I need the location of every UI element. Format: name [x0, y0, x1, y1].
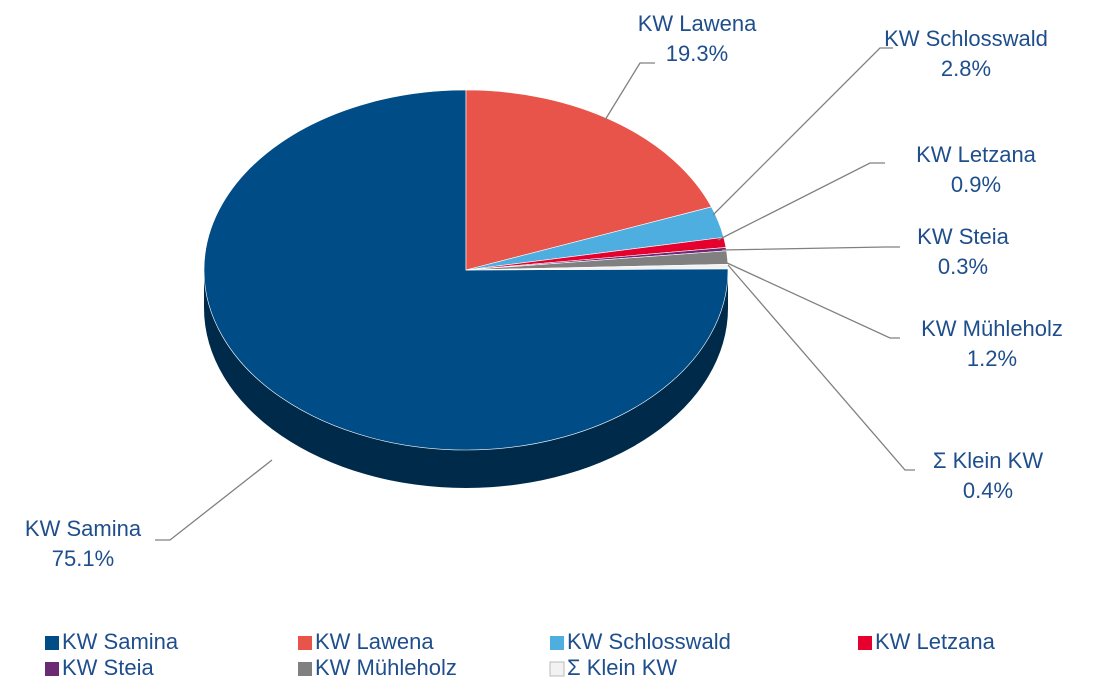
leader-line — [724, 261, 900, 339]
legend-swatch — [45, 662, 59, 676]
data-label-name: KW Lawena — [638, 11, 757, 36]
leader-line — [721, 246, 900, 251]
legend-label: KW Lawena — [315, 629, 434, 654]
legend-swatch — [858, 636, 872, 650]
data-label: 19.3% — [666, 41, 728, 66]
data-label: 0.4% — [963, 478, 1013, 503]
legend-label: KW Samina — [62, 629, 179, 654]
leader-line — [604, 62, 655, 121]
data-label-name: KW Samina — [25, 516, 142, 541]
data-label: 2.8% — [941, 56, 991, 81]
data-label: 0.9% — [951, 172, 1001, 197]
leader-line — [155, 459, 273, 541]
legend-label: KW Letzana — [875, 629, 996, 654]
leader-line — [712, 47, 893, 216]
legend-swatch — [45, 636, 59, 650]
data-label-name: Σ Klein KW — [933, 448, 1043, 473]
legend-label: KW Steia — [62, 655, 154, 680]
leader-line — [727, 264, 915, 471]
slice — [203, 89, 729, 451]
legend-swatch — [550, 636, 564, 650]
data-label: 75.1% — [52, 546, 114, 571]
data-label-name: KW Schlosswald — [884, 26, 1048, 51]
legend-swatch — [298, 636, 312, 650]
data-label: 0.3% — [938, 254, 988, 279]
leader-line — [717, 162, 885, 241]
data-label-name: KW Letzana — [916, 142, 1037, 167]
legend-label: Σ Klein KW — [567, 655, 677, 680]
data-label-name: KW Steia — [917, 224, 1009, 249]
slice-side — [204, 270, 728, 488]
data-label-name: KW Mühleholz — [921, 316, 1063, 341]
legend-label: KW Schlosswald — [567, 629, 731, 654]
slice — [465, 89, 712, 271]
slice — [465, 264, 729, 271]
legend-swatch — [549, 661, 565, 677]
data-label: 1.2% — [967, 346, 1017, 371]
legend-label: KW Mühleholz — [315, 655, 457, 680]
legend-swatch — [298, 662, 312, 676]
